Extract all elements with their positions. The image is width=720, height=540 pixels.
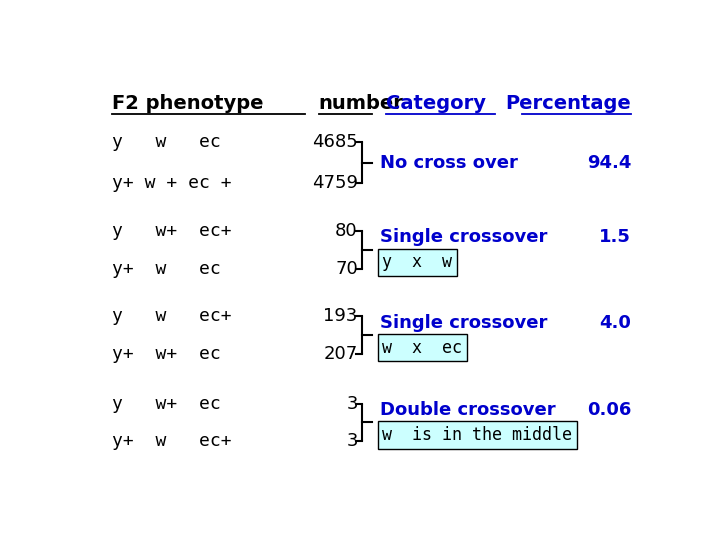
Text: F2 phenotype: F2 phenotype [112, 94, 264, 113]
Text: y   w+  ec+: y w+ ec+ [112, 222, 232, 240]
Text: number: number [319, 94, 404, 113]
Text: Category: Category [386, 94, 486, 113]
Text: 193: 193 [323, 307, 358, 326]
Text: No cross over: No cross over [379, 153, 518, 172]
Text: 70: 70 [335, 260, 358, 278]
Text: y+  w   ec: y+ w ec [112, 260, 221, 278]
Text: 80: 80 [336, 222, 358, 240]
Text: 0.06: 0.06 [587, 401, 631, 419]
Text: w  x  ec: w x ec [382, 339, 462, 356]
Text: y+  w   ec+: y+ w ec+ [112, 432, 232, 450]
Text: 3: 3 [346, 432, 358, 450]
Text: Single crossover: Single crossover [379, 228, 547, 246]
Text: Percentage: Percentage [505, 94, 631, 113]
Text: y   w   ec+: y w ec+ [112, 307, 232, 326]
Text: 4759: 4759 [312, 174, 358, 192]
Text: Double crossover: Double crossover [379, 401, 555, 419]
Text: 207: 207 [323, 345, 358, 363]
Text: y+ w + ec +: y+ w + ec + [112, 174, 232, 192]
Text: y   w   ec: y w ec [112, 133, 221, 151]
Text: w  is in the middle: w is in the middle [382, 426, 572, 444]
Text: Single crossover: Single crossover [379, 314, 547, 332]
Text: 94.4: 94.4 [587, 153, 631, 172]
Text: 3: 3 [346, 395, 358, 413]
Text: 4.0: 4.0 [599, 314, 631, 332]
Text: 1.5: 1.5 [599, 228, 631, 246]
Text: y+  w+  ec: y+ w+ ec [112, 345, 221, 363]
Text: y   w+  ec: y w+ ec [112, 395, 221, 413]
Text: 4685: 4685 [312, 133, 358, 151]
Text: y  x  w: y x w [382, 253, 452, 271]
